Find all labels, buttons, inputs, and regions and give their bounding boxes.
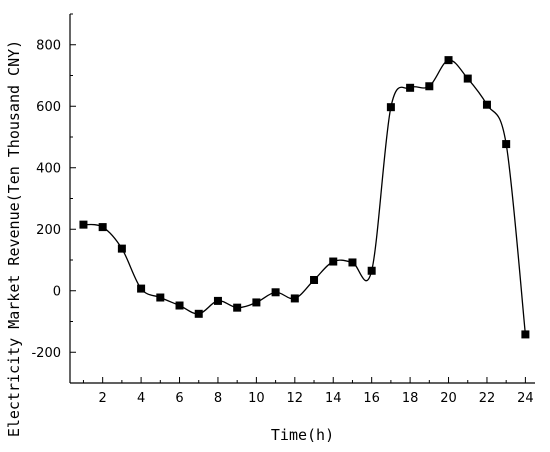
y-tick-label: 600 bbox=[36, 100, 61, 115]
series-markers bbox=[79, 56, 530, 339]
data-point bbox=[482, 100, 491, 109]
data-point bbox=[98, 223, 107, 232]
data-point bbox=[444, 56, 453, 65]
data-point bbox=[290, 294, 299, 303]
y-axis-label: Electricity Market Revenue(Ten Thousand … bbox=[5, 40, 23, 437]
x-axis-label: Time(h) bbox=[271, 426, 334, 444]
data-point bbox=[310, 275, 319, 284]
data-point bbox=[117, 244, 126, 253]
plot-frame bbox=[69, 14, 535, 384]
data-point bbox=[252, 298, 261, 307]
data-point bbox=[194, 309, 203, 318]
data-point bbox=[425, 82, 434, 91]
x-tick-label: 8 bbox=[214, 391, 222, 406]
x-tick-label: 6 bbox=[175, 391, 183, 406]
x-tick-label: 10 bbox=[248, 391, 265, 406]
data-point bbox=[463, 74, 472, 83]
data-point bbox=[348, 258, 357, 267]
data-point bbox=[213, 296, 222, 305]
series-line bbox=[83, 59, 527, 335]
data-point bbox=[329, 257, 338, 266]
x-tick-label: 22 bbox=[479, 391, 496, 406]
data-point bbox=[156, 293, 165, 302]
y-tick-label: 800 bbox=[36, 38, 61, 53]
x-tick-label: 16 bbox=[363, 391, 380, 406]
data-point bbox=[175, 301, 184, 310]
data-point bbox=[137, 284, 146, 293]
data-point bbox=[521, 330, 530, 339]
data-point bbox=[233, 303, 242, 312]
data-point bbox=[367, 266, 376, 275]
y-tick-label: -200 bbox=[31, 346, 61, 361]
y-tick-label: 400 bbox=[36, 161, 61, 176]
data-point bbox=[386, 103, 395, 112]
x-tick-label: 14 bbox=[325, 391, 342, 406]
data-point bbox=[502, 140, 511, 149]
y-ticks: -200 0 200 400 600 800 bbox=[31, 13, 76, 384]
x-tick-label: 18 bbox=[402, 391, 419, 406]
x-tick-label: 2 bbox=[99, 391, 107, 406]
data-point bbox=[271, 288, 280, 297]
x-ticks: 2 4 6 8 10 12 14 16 18 20 22 24 bbox=[82, 377, 534, 406]
data-point bbox=[79, 220, 88, 229]
x-tick-label: 12 bbox=[287, 391, 304, 406]
x-tick-label: 24 bbox=[517, 391, 534, 406]
x-tick-label: 4 bbox=[137, 391, 145, 406]
y-tick-label: 200 bbox=[36, 223, 61, 238]
y-tick-label: 0 bbox=[53, 284, 61, 299]
data-point bbox=[406, 83, 415, 92]
x-tick-label: 20 bbox=[440, 391, 457, 406]
